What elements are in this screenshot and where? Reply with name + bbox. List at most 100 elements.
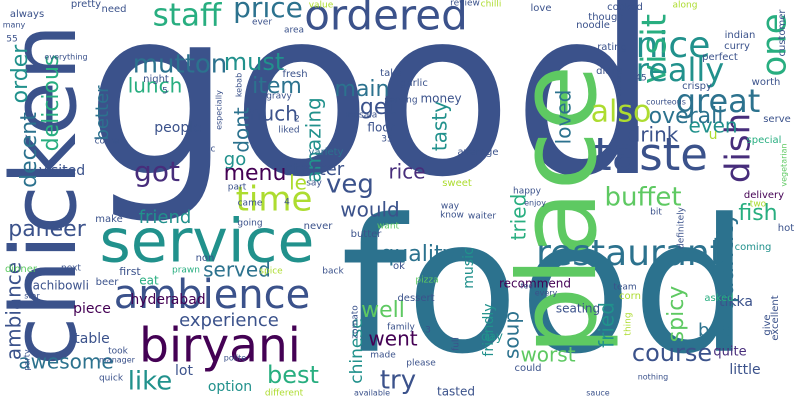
word-ordered: ordered bbox=[304, 0, 468, 40]
word-nice: nice bbox=[636, 25, 711, 66]
word-gachibowli: gachibowli bbox=[25, 279, 89, 293]
word-kebab: kebab bbox=[235, 73, 244, 97]
word-experience: experience bbox=[179, 310, 279, 331]
word-way: way bbox=[441, 202, 460, 212]
word-excellent: excellent bbox=[770, 295, 781, 340]
word-vegetarian: vegetarian bbox=[780, 143, 789, 186]
word-recommend: recommend bbox=[499, 277, 571, 291]
word-people: people bbox=[154, 120, 201, 136]
word-mutton: mutton bbox=[133, 50, 228, 80]
word-good: good bbox=[85, 0, 658, 228]
word-quantity: quantity bbox=[711, 212, 739, 312]
word-order: order bbox=[8, 44, 33, 104]
word-come: come bbox=[95, 137, 120, 147]
word-rating: rating bbox=[597, 42, 627, 53]
word-corn: corn bbox=[619, 291, 641, 302]
word-biryani: biryani bbox=[139, 319, 301, 374]
word-hyderabad: hyderabad bbox=[130, 292, 205, 308]
word-also: also bbox=[591, 95, 652, 130]
word-came: came bbox=[238, 199, 263, 209]
word-everything: everything bbox=[44, 53, 87, 62]
word-little: little bbox=[729, 362, 760, 378]
word-eat: eat bbox=[139, 274, 159, 288]
word-soup: soup bbox=[500, 311, 524, 359]
word-quality: quality bbox=[380, 242, 455, 267]
word-c: c bbox=[211, 145, 216, 155]
word-please: please bbox=[406, 359, 436, 369]
word-spicy: spicy bbox=[664, 286, 689, 343]
word-chilli: chilli bbox=[481, 0, 502, 10]
word-staff: staff bbox=[153, 0, 222, 34]
word-chinese: chinese bbox=[347, 318, 367, 383]
word-different: different bbox=[265, 389, 304, 399]
word-5: 5 bbox=[162, 87, 168, 97]
word-value: value bbox=[309, 1, 334, 11]
word-polite: polite bbox=[224, 354, 247, 363]
word-starter: starter bbox=[284, 159, 345, 180]
word-dessert: dessert bbox=[397, 293, 434, 304]
word-especially: especially bbox=[215, 90, 224, 130]
word-well: well bbox=[361, 298, 405, 323]
word-pizza: pizza bbox=[415, 276, 438, 286]
word-one: one bbox=[755, 13, 795, 76]
word-sweet: sweet bbox=[442, 178, 472, 189]
word-worst: worst bbox=[520, 343, 575, 367]
word-butter: butter bbox=[351, 229, 383, 240]
word-money: money bbox=[420, 92, 461, 106]
word-tikka: tikka bbox=[719, 294, 753, 310]
word-food: food bbox=[341, 179, 750, 395]
word-main: main bbox=[335, 77, 390, 102]
word-place: place bbox=[496, 65, 621, 356]
word-quite: quite bbox=[713, 345, 746, 360]
word-overall: overall bbox=[649, 104, 724, 129]
word-noodle: noodle bbox=[576, 20, 610, 31]
word-item: item bbox=[252, 74, 302, 99]
word-decent: decent bbox=[17, 112, 42, 188]
word-crispy: crispy bbox=[682, 81, 712, 92]
word-much: much bbox=[242, 102, 298, 126]
word-bit: bit bbox=[650, 208, 662, 218]
word-star: star bbox=[24, 292, 40, 301]
word-served: served bbox=[203, 258, 271, 282]
word-went: went bbox=[368, 327, 417, 351]
word-didnt: didnt bbox=[596, 66, 622, 77]
word-music: music bbox=[461, 247, 477, 288]
word-night: night bbox=[143, 74, 169, 85]
word-every: every bbox=[535, 289, 558, 298]
word-dish: dish bbox=[719, 113, 759, 183]
word-amazing: amazing bbox=[302, 97, 326, 182]
word-give: give bbox=[762, 314, 773, 335]
word-family: family bbox=[387, 323, 415, 333]
word-gravy: gravy bbox=[266, 92, 292, 102]
word-delicious: delicious bbox=[39, 55, 64, 152]
word-great: great bbox=[676, 82, 761, 120]
word-serve: serve bbox=[763, 114, 791, 125]
word-worth: worth bbox=[752, 77, 781, 88]
word-loved: loved bbox=[552, 90, 576, 145]
word-courteous: courteous bbox=[646, 98, 686, 107]
word-visited: visited bbox=[39, 163, 85, 179]
word-delivery: delivery bbox=[744, 190, 784, 201]
word-better: better bbox=[92, 85, 113, 141]
word-le: le bbox=[289, 171, 307, 195]
word-next: next bbox=[61, 264, 81, 274]
word-indian: indian bbox=[725, 30, 756, 41]
word-know: know bbox=[440, 211, 464, 221]
word-curry: curry bbox=[724, 41, 750, 52]
word-chicken: chicken bbox=[0, 24, 97, 366]
word-option: option bbox=[208, 379, 252, 395]
word-restaurant: restaurant bbox=[536, 233, 724, 274]
word-lot: lot bbox=[175, 363, 193, 379]
word-beer: beer bbox=[96, 277, 120, 288]
word-average: average bbox=[458, 147, 499, 158]
word-buffet: buffet bbox=[604, 183, 681, 213]
word-course: course bbox=[632, 339, 712, 367]
word-veg: veg bbox=[326, 170, 374, 200]
word-customer: customer bbox=[777, 9, 788, 57]
word-fish: fish bbox=[738, 201, 777, 226]
word-review: review bbox=[450, 0, 480, 9]
word-perfect: perfect bbox=[702, 52, 738, 63]
word-though: though bbox=[588, 12, 623, 23]
word-two: two bbox=[750, 200, 767, 210]
